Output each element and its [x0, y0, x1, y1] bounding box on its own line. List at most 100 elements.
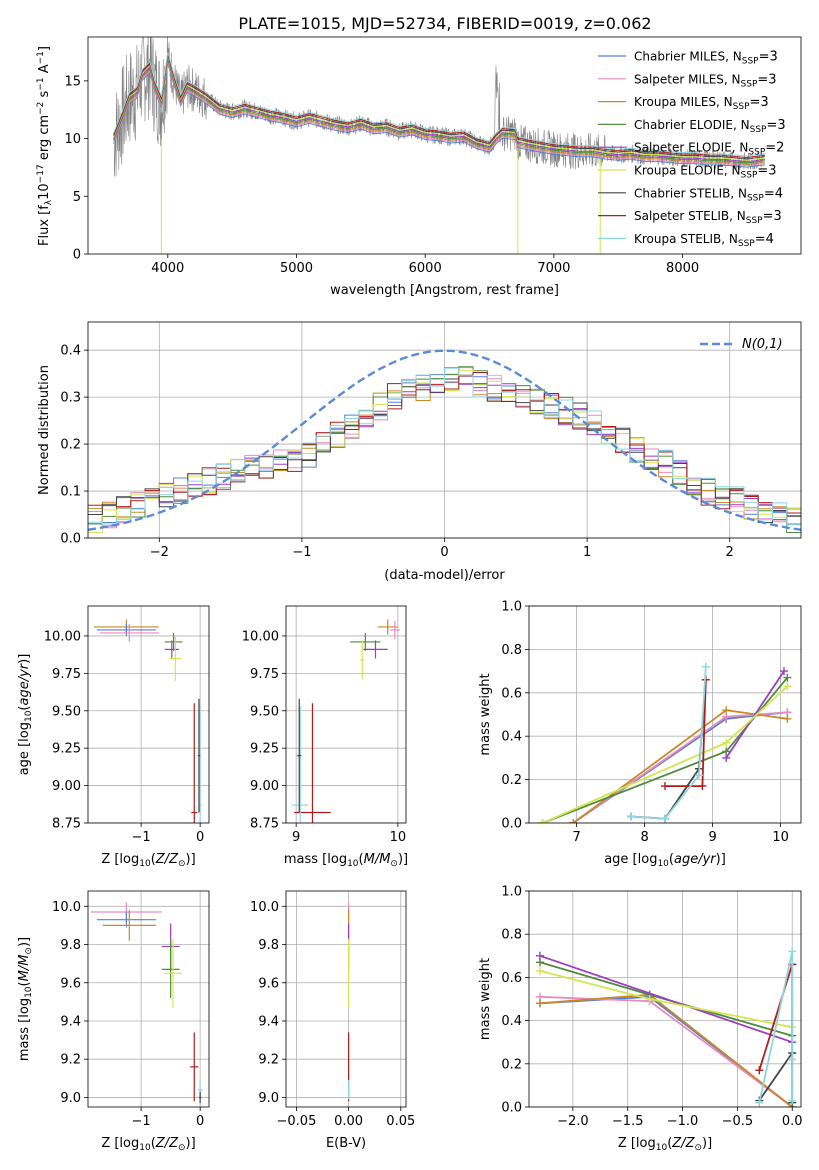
y-tick-label: 10.0 [250, 900, 279, 915]
y-tick-label: 10 [64, 132, 81, 147]
legend-label: Salpeter STELIB, NSSP=3 [634, 209, 782, 226]
axes-frame [87, 36, 802, 255]
spectrum-model-line [113, 52, 766, 157]
y-tick-label: 0.6 [501, 971, 522, 986]
x-tick-label: 0 [196, 830, 204, 845]
y-tick-label: 9.4 [60, 1014, 81, 1029]
y-tick-label: 9.8 [258, 938, 279, 953]
weight-marker [701, 662, 710, 671]
x-tick-label: 6000 [409, 261, 442, 276]
y-tick-label: 9.00 [250, 779, 279, 794]
y-tick-label: 0.0 [501, 1101, 522, 1116]
y-axis-label: mass [log10(M/M⊙)] [17, 937, 34, 1061]
x-tick-label: −0.05 [277, 1114, 317, 1129]
weight-marker [569, 819, 578, 823]
plot-area [88, 322, 801, 538]
weight-marker [783, 682, 792, 691]
x-axis-label: E(B-V) [326, 1136, 366, 1151]
axes-frame [285, 890, 407, 1108]
y-tick-label: 15 [64, 74, 81, 89]
histogram-step [88, 367, 801, 526]
weight-marker [698, 782, 707, 791]
x-tick-label: 0.0 [782, 1114, 803, 1129]
x-tick-label: 10 [772, 830, 789, 845]
y-axis-label: mass weight [478, 673, 493, 755]
plot-area [286, 891, 406, 1107]
y-tick-label: 0.8 [501, 928, 522, 943]
plot-area [88, 891, 209, 1107]
legend-label: Kroupa ELODIE, NSSP=3 [634, 164, 777, 181]
y-tick-label: 10.00 [44, 629, 81, 644]
weight-marker [722, 753, 731, 762]
y-tick-label: 8.75 [52, 817, 81, 832]
x-tick-label: 0.05 [386, 1114, 415, 1129]
weight-line [630, 666, 707, 820]
y-tick-label: 9.6 [258, 976, 279, 991]
y-tick-label: 9.25 [250, 742, 279, 757]
legend-label: Kroupa MILES, NSSP=3 [634, 95, 769, 112]
x-tick-label: 5000 [280, 261, 313, 276]
legend-label: Kroupa STELIB, NSSP=4 [634, 232, 774, 249]
x-tick-label: 0 [196, 1114, 204, 1129]
legend-label: Chabrier ELODIE, NSSP=3 [634, 118, 786, 135]
y-tick-label: 0.2 [60, 438, 81, 453]
x-tick-label: 8000 [666, 261, 699, 276]
x-axis-label: mass [log10(M/M⊙)] [284, 852, 408, 869]
panel-spectrum: 4000 5000 6000 7000 8000 0 5 10 15 wavelength [An… [36, 36, 802, 298]
weight-marker [535, 966, 544, 975]
y-tick-label: 9.25 [52, 742, 81, 757]
weight-line [539, 954, 793, 1044]
y-axis-label: Normed distribution [37, 365, 52, 495]
y-tick-label: 9.00 [52, 779, 81, 794]
panel-mass-vs-Z: −1 0 9.0 9.2 9.4 9.6 9.8 10.0 Z [log10(Z/Z⊙)] mas… [17, 890, 210, 1153]
weight-line [758, 964, 794, 1071]
y-tick-label: 9.6 [60, 976, 81, 991]
x-tick-label: −1.5 [612, 1114, 644, 1129]
weight-marker [538, 819, 547, 823]
plot-area [286, 606, 406, 823]
y-tick-label: 9.50 [52, 704, 81, 719]
panel-age-vs-mass: 9 10 8.75 9.00 9.25 9.50 9.75 10.00 mass [log10(… [242, 605, 408, 869]
y-tick-label: 9.0 [60, 1091, 81, 1106]
panel-weight-vs-age: 7 8 9 10 0.0 0.2 0.4 0.6 0.8 1.0 age [log10(age/yr… [478, 600, 802, 869]
weight-line [539, 995, 793, 1107]
y-tick-label: 9.75 [250, 667, 279, 682]
x-axis-label: (data-model)/error [384, 568, 505, 583]
weight-marker [783, 673, 792, 682]
x-tick-label: 10 [390, 830, 407, 845]
weight-marker [627, 812, 635, 821]
weight-marker [783, 714, 792, 723]
x-axis-label: Z [log10(Z/Z⊙)] [618, 1136, 712, 1153]
x-tick-label: 7000 [537, 261, 570, 276]
weight-marker [722, 738, 731, 747]
y-tick-label: 0.8 [501, 643, 522, 658]
y-tick-label: 9.0 [258, 1091, 279, 1106]
x-tick-label: −2 [150, 545, 169, 560]
y-tick-label: 0.6 [501, 686, 522, 701]
x-tick-label: 1 [583, 545, 591, 560]
x-axis-label: Z [log10(Z/Z⊙)] [101, 852, 195, 869]
axes-frame [528, 605, 802, 824]
y-tick-label: 9.50 [250, 704, 279, 719]
x-tick-label: 0.00 [334, 1114, 363, 1129]
legend-label: N(0,1) [742, 337, 783, 352]
weight-marker [755, 1066, 764, 1075]
weight-line [758, 951, 794, 1103]
histogram-step [88, 372, 801, 521]
weight-line [630, 679, 707, 820]
plot-area [529, 891, 801, 1107]
plot-area [113, 37, 766, 254]
weight-marker [788, 947, 797, 956]
y-tick-label: 0.0 [60, 532, 81, 547]
plot-area [88, 606, 209, 823]
weight-marker [788, 1055, 797, 1064]
x-tick-label: −1.0 [667, 1114, 699, 1129]
weight-line [725, 670, 785, 759]
x-tick-label: −1 [292, 545, 311, 560]
weight-marker [661, 814, 669, 823]
y-tick-label: 5 [73, 190, 81, 205]
weight-marker [722, 706, 731, 715]
x-tick-label: 9 [292, 830, 300, 845]
y-tick-label: 0.0 [501, 817, 522, 832]
y-tick-label: 0.3 [60, 391, 81, 406]
